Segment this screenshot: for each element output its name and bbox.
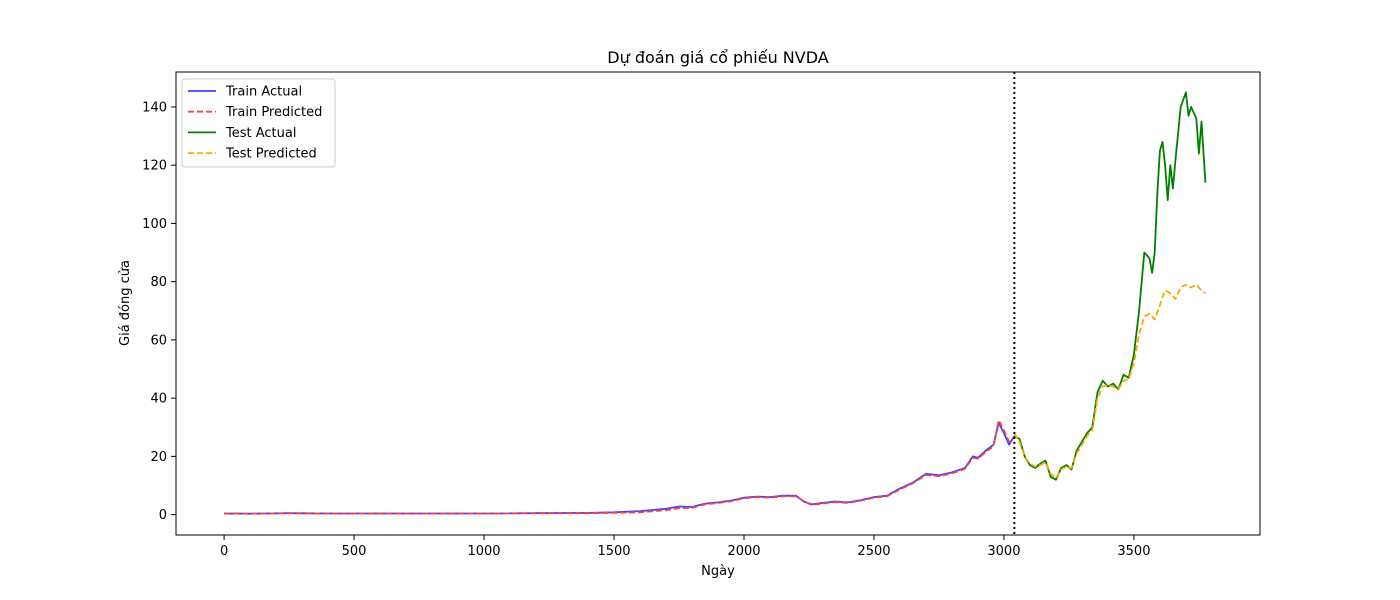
- y-tick-label: 0: [159, 508, 167, 523]
- x-tick-label: 3500: [1117, 544, 1150, 559]
- y-tick-label: 60: [150, 333, 167, 348]
- series-line-test-predicted: [1013, 283, 1206, 480]
- x-axis-label: Ngày: [701, 564, 735, 579]
- legend-label: Test Actual: [225, 126, 296, 141]
- legend-label: Train Predicted: [225, 105, 322, 120]
- y-tick-label: 120: [142, 159, 167, 174]
- x-tick-label: 1500: [597, 544, 630, 559]
- chart-title: Dự đoán giá cổ phiếu NVDA: [607, 48, 828, 67]
- y-tick-label: 40: [150, 392, 167, 407]
- y-axis: 0 20 40 60 80 100 120 140: [142, 100, 176, 523]
- series-line-train-actual: [224, 421, 1016, 515]
- y-tick-label: 100: [142, 217, 167, 232]
- series-line-test-actual: [1013, 91, 1207, 481]
- plot-area-frame: [175, 71, 1261, 536]
- legend-label: Test Predicted: [225, 147, 317, 162]
- legend-box: [181, 78, 336, 168]
- x-tick-label: 2500: [857, 544, 890, 559]
- y-axis-label: Giá đóng cửa: [118, 260, 133, 346]
- y-tick-label: 20: [150, 450, 167, 465]
- series-layer: [224, 91, 1207, 515]
- y-tick-label: 80: [150, 275, 167, 290]
- legend: Train Actual Train Predicted Test Actual Te…: [181, 78, 336, 168]
- x-tick-label: 0: [220, 544, 228, 559]
- x-tick-label: 1000: [467, 544, 500, 559]
- series-line-train-predicted: [224, 419, 1015, 515]
- legend-label: Train Actual: [225, 85, 302, 100]
- x-tick-label: 3000: [987, 544, 1020, 559]
- x-axis: 0 500 1000 1500 2000 2500 3000 3500: [220, 535, 1150, 559]
- y-tick-label: 140: [142, 100, 167, 115]
- x-tick-label: 500: [342, 544, 367, 559]
- x-tick-label: 2000: [727, 544, 760, 559]
